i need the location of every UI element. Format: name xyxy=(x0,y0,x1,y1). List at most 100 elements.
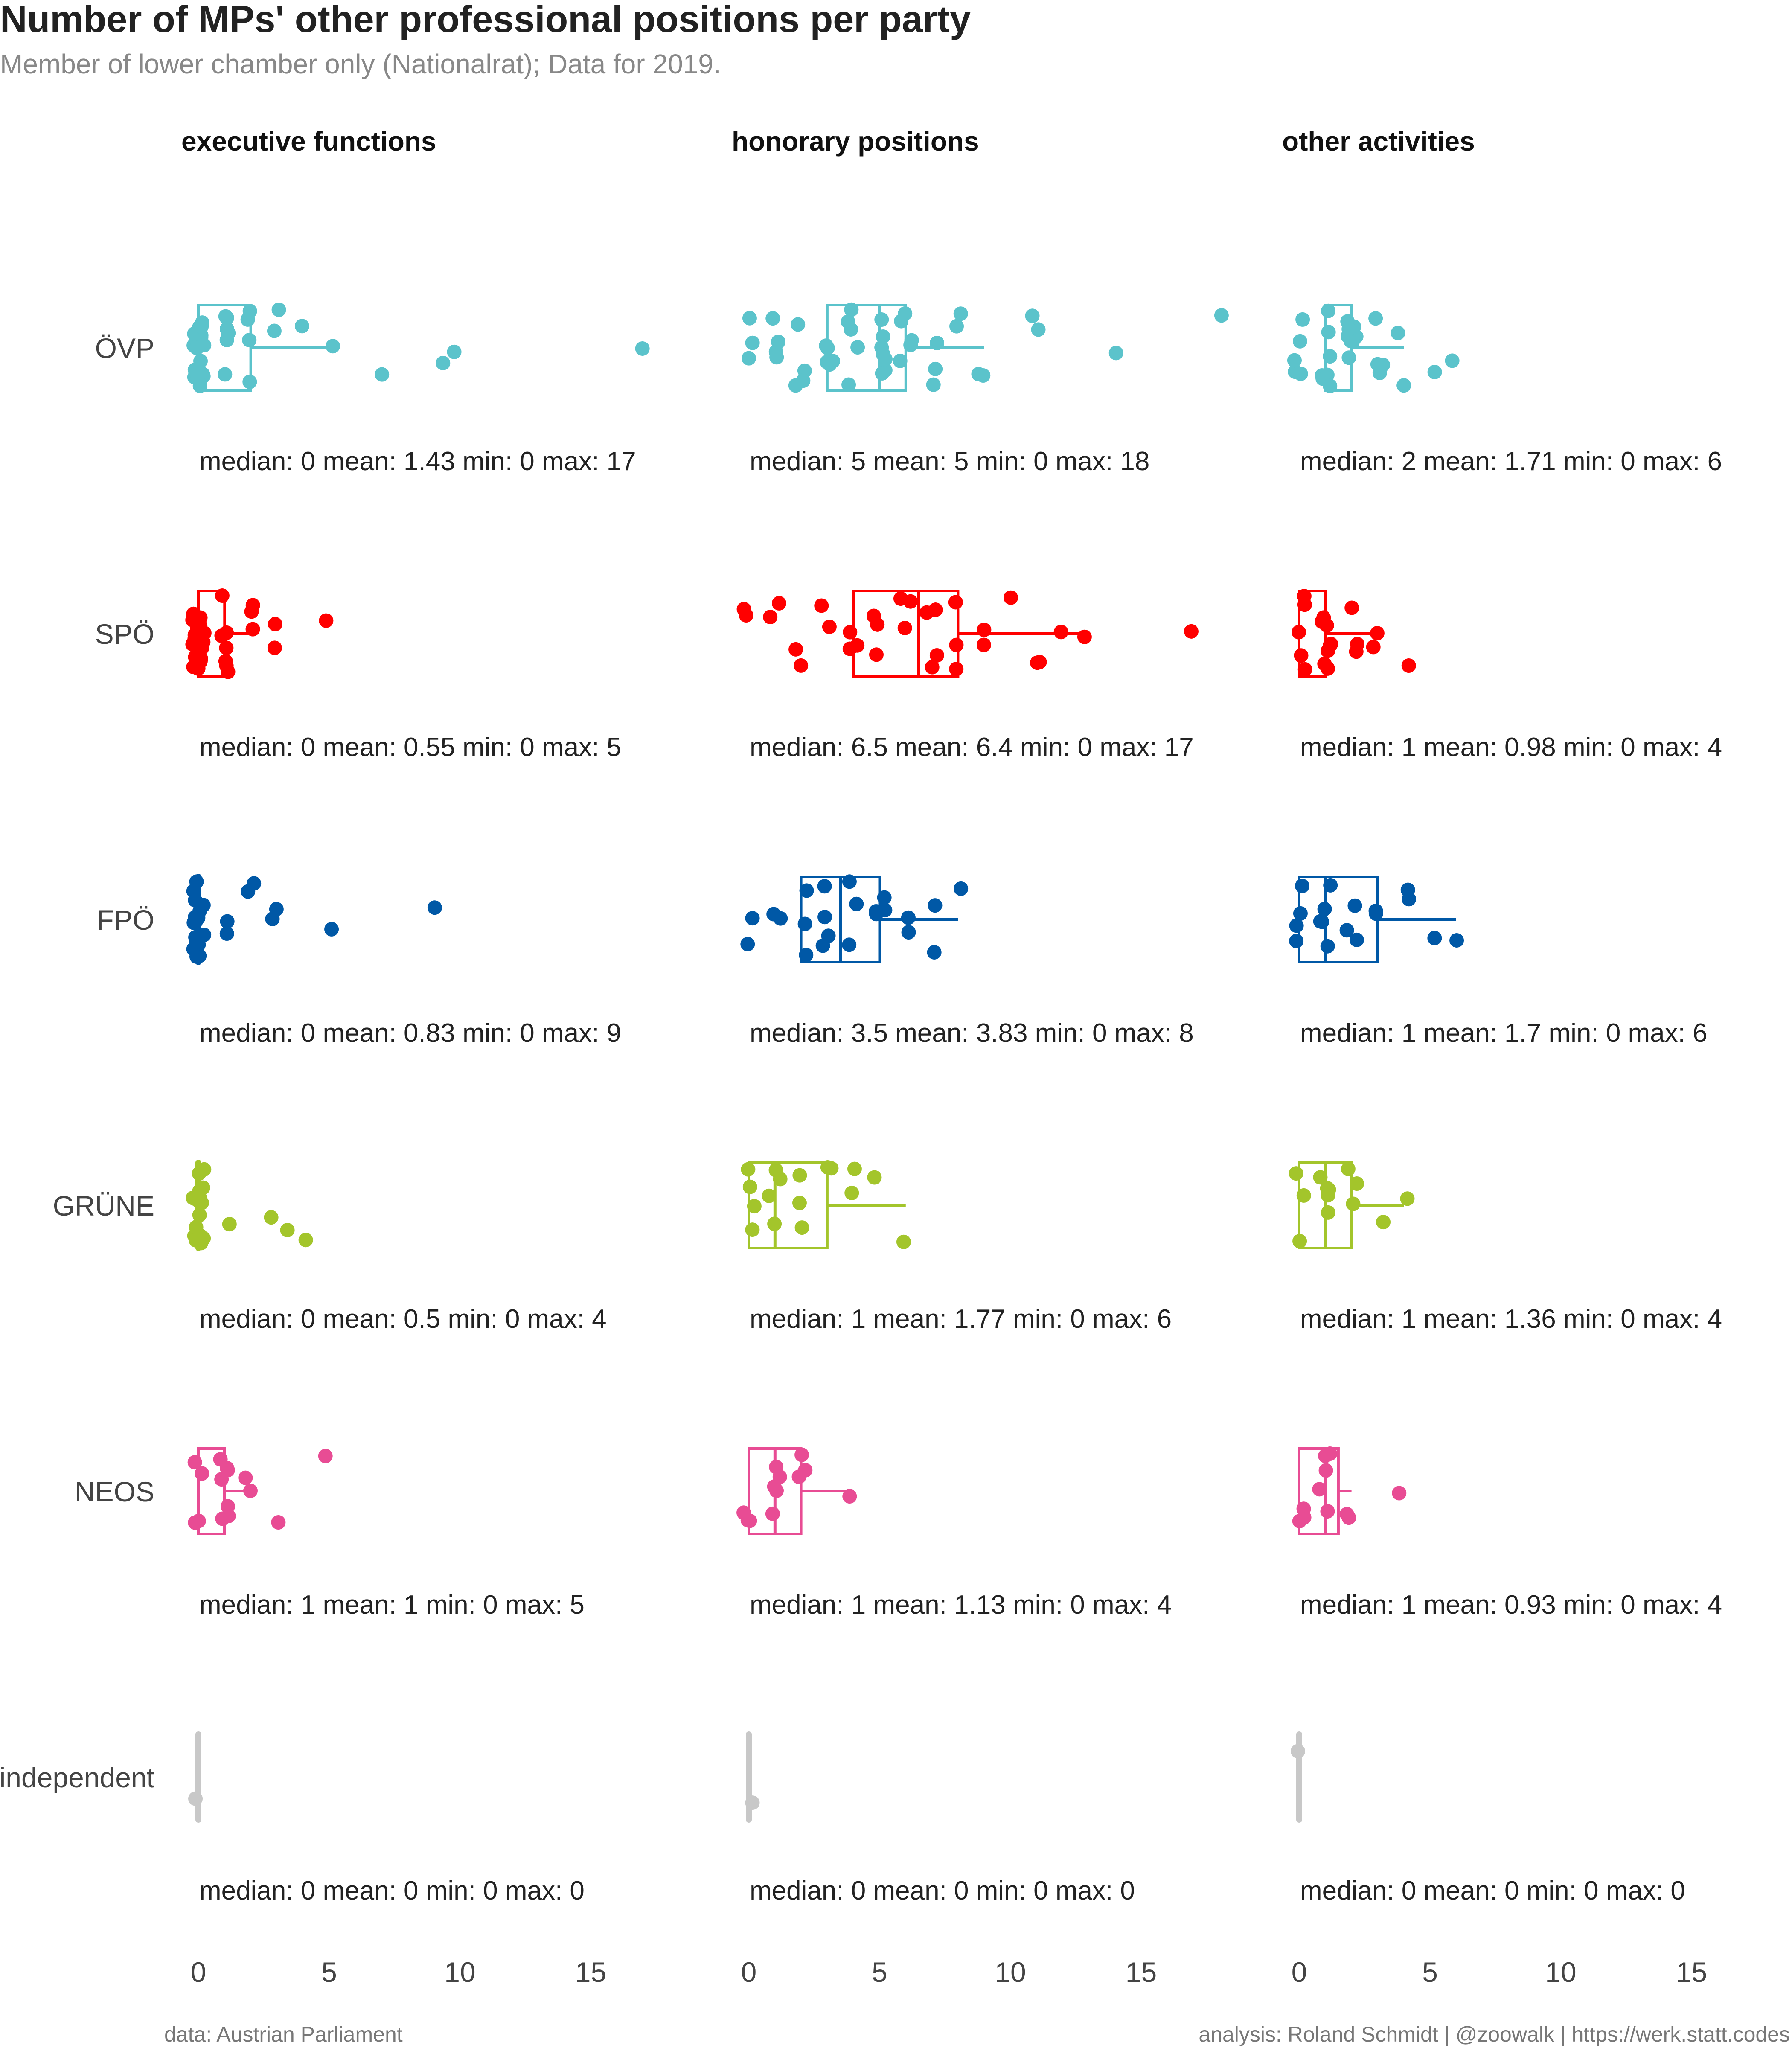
cell-2-2: median: 1 mean: 1.7 min: 0 max: 6 xyxy=(1289,876,1708,1048)
cell-2-0: median: 2 mean: 1.71 min: 0 max: 6 xyxy=(1287,303,1722,476)
data-point xyxy=(867,1170,882,1185)
data-point xyxy=(294,319,309,334)
cell-2-3: median: 1 mean: 1.36 min: 0 max: 4 xyxy=(1289,1161,1722,1334)
data-point xyxy=(769,1460,784,1475)
data-point xyxy=(870,617,885,632)
data-point xyxy=(1350,637,1365,652)
x-tick-label: 0 xyxy=(1292,1956,1307,1988)
data-point xyxy=(798,1463,813,1478)
data-point xyxy=(796,373,811,388)
stat-label: median: 1 mean: 1 min: 0 max: 5 xyxy=(199,1590,585,1620)
data-point xyxy=(745,1222,760,1237)
data-point xyxy=(815,938,830,953)
data-point xyxy=(842,874,857,889)
data-point xyxy=(745,335,760,350)
data-point xyxy=(1292,334,1307,349)
data-point xyxy=(773,1172,788,1187)
data-point xyxy=(797,916,812,931)
data-point xyxy=(1297,662,1312,677)
data-point xyxy=(901,910,916,925)
data-point xyxy=(740,937,755,951)
data-point xyxy=(1317,902,1332,916)
data-point xyxy=(1368,906,1383,921)
data-point xyxy=(271,302,286,317)
data-point xyxy=(847,1161,862,1176)
data-point xyxy=(817,879,832,894)
data-point xyxy=(635,341,650,356)
data-point xyxy=(192,948,207,963)
data-point xyxy=(318,1449,333,1463)
data-point xyxy=(1320,367,1335,382)
data-point xyxy=(792,1196,807,1210)
data-point xyxy=(1184,624,1199,639)
data-point xyxy=(896,1234,911,1249)
data-point xyxy=(1289,1166,1303,1181)
data-point xyxy=(948,595,963,610)
data-point xyxy=(765,1506,780,1521)
data-point xyxy=(794,1447,809,1462)
data-point xyxy=(1294,648,1309,663)
data-point xyxy=(1077,629,1092,644)
box-iqr xyxy=(1298,1447,1340,1535)
data-point xyxy=(745,1795,760,1810)
data-point xyxy=(850,340,865,355)
x-tick-label: 15 xyxy=(575,1956,606,1988)
stat-label: median: 1 mean: 1.13 min: 0 max: 4 xyxy=(750,1590,1172,1620)
data-point xyxy=(903,594,918,609)
data-point xyxy=(192,1166,207,1181)
data-point xyxy=(1402,892,1417,907)
data-point xyxy=(771,335,786,349)
data-point xyxy=(1445,353,1460,368)
data-point xyxy=(876,329,890,344)
data-point xyxy=(1296,1188,1311,1203)
data-point xyxy=(841,377,856,392)
data-point xyxy=(742,1179,757,1194)
data-point xyxy=(1290,1744,1305,1759)
data-point xyxy=(319,613,334,628)
x-tick-label: 0 xyxy=(191,1956,207,1988)
data-point xyxy=(187,1455,202,1470)
data-point xyxy=(1391,326,1405,340)
data-point xyxy=(271,1515,286,1530)
data-point xyxy=(1427,365,1442,380)
data-point xyxy=(193,651,208,666)
data-point xyxy=(219,640,234,655)
data-point xyxy=(1449,933,1464,948)
data-point xyxy=(897,620,912,635)
cell-0-4: median: 1 mean: 1 min: 0 max: 5 xyxy=(187,1447,585,1620)
data-point xyxy=(218,309,233,324)
data-point xyxy=(1003,590,1018,605)
data-point xyxy=(243,1484,258,1498)
data-point xyxy=(875,366,890,381)
data-point xyxy=(822,620,837,634)
data-point xyxy=(215,588,230,603)
data-point xyxy=(190,369,205,384)
data-point xyxy=(765,311,780,326)
data-point xyxy=(822,357,837,372)
data-point xyxy=(928,898,943,913)
chart-title: Number of MPs' other professional positi… xyxy=(0,0,971,40)
data-point xyxy=(1392,1486,1407,1501)
data-point xyxy=(188,1791,203,1806)
x-tick-label: 15 xyxy=(1676,1956,1707,1988)
data-point xyxy=(747,1199,762,1214)
data-point xyxy=(1317,656,1332,671)
x-tick-label: 10 xyxy=(995,1956,1026,1988)
data-point xyxy=(242,333,257,348)
cell-2-5: median: 0 mean: 0 min: 0 max: 0 xyxy=(1290,1731,1685,1905)
caption-source: data: Austrian Parliament xyxy=(164,2022,403,2046)
data-point xyxy=(1295,879,1309,893)
data-point xyxy=(1288,364,1303,379)
data-point xyxy=(766,907,781,922)
cell-0-5: median: 0 mean: 0 min: 0 max: 0 xyxy=(188,1731,585,1905)
data-point xyxy=(1296,1501,1311,1516)
data-point xyxy=(1341,322,1356,337)
cell-1-1: median: 6.5 mean: 6.4 min: 0 max: 17 xyxy=(736,590,1199,762)
data-point xyxy=(794,658,809,673)
data-point xyxy=(824,1161,839,1176)
cell-1-4: median: 1 mean: 1.13 min: 0 max: 4 xyxy=(736,1447,1172,1620)
data-point xyxy=(1427,931,1442,945)
stat-label: median: 1 mean: 1.36 min: 0 max: 4 xyxy=(1300,1304,1722,1334)
data-point xyxy=(976,368,991,383)
